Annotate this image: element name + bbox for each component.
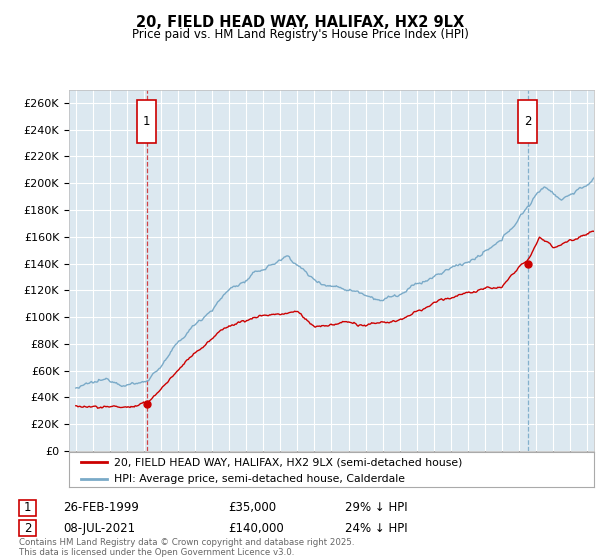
Text: 24% ↓ HPI: 24% ↓ HPI (345, 521, 407, 535)
Text: Price paid vs. HM Land Registry's House Price Index (HPI): Price paid vs. HM Land Registry's House … (131, 28, 469, 41)
Text: £140,000: £140,000 (228, 521, 284, 535)
Text: 1: 1 (143, 115, 151, 128)
Text: 08-JUL-2021: 08-JUL-2021 (63, 521, 135, 535)
FancyBboxPatch shape (137, 100, 156, 143)
Text: HPI: Average price, semi-detached house, Calderdale: HPI: Average price, semi-detached house,… (113, 474, 404, 483)
Text: 1: 1 (24, 501, 31, 515)
Text: 2: 2 (24, 521, 31, 535)
Text: 2: 2 (524, 115, 532, 128)
Text: Contains HM Land Registry data © Crown copyright and database right 2025.
This d: Contains HM Land Registry data © Crown c… (19, 538, 355, 557)
Text: 20, FIELD HEAD WAY, HALIFAX, HX2 9LX: 20, FIELD HEAD WAY, HALIFAX, HX2 9LX (136, 15, 464, 30)
Text: 29% ↓ HPI: 29% ↓ HPI (345, 501, 407, 515)
FancyBboxPatch shape (518, 100, 537, 143)
Text: 26-FEB-1999: 26-FEB-1999 (63, 501, 139, 515)
Text: 20, FIELD HEAD WAY, HALIFAX, HX2 9LX (semi-detached house): 20, FIELD HEAD WAY, HALIFAX, HX2 9LX (se… (113, 457, 462, 467)
Text: £35,000: £35,000 (228, 501, 276, 515)
